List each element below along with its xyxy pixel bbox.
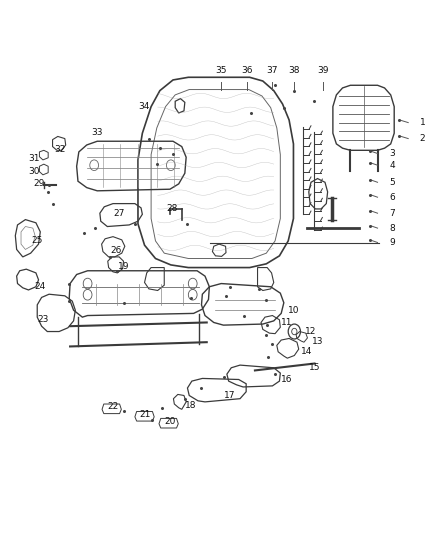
Text: 27: 27 bbox=[113, 209, 125, 217]
Text: 16: 16 bbox=[281, 375, 293, 384]
Text: 1: 1 bbox=[420, 118, 426, 127]
Text: 32: 32 bbox=[55, 145, 66, 154]
Text: 8: 8 bbox=[389, 224, 395, 232]
Text: 12: 12 bbox=[305, 327, 317, 336]
Text: 5: 5 bbox=[389, 178, 395, 187]
Text: 28: 28 bbox=[166, 205, 177, 213]
Text: 3: 3 bbox=[389, 149, 395, 158]
Text: 13: 13 bbox=[312, 337, 323, 345]
Text: 7: 7 bbox=[389, 209, 395, 217]
Text: 22: 22 bbox=[107, 402, 119, 410]
Text: 11: 11 bbox=[281, 318, 293, 327]
Text: 23: 23 bbox=[37, 316, 49, 324]
Text: 25: 25 bbox=[32, 237, 43, 245]
Text: 37: 37 bbox=[266, 66, 277, 75]
Text: 33: 33 bbox=[92, 128, 103, 136]
Text: 38: 38 bbox=[289, 66, 300, 75]
Text: 4: 4 bbox=[389, 161, 395, 169]
Text: 20: 20 bbox=[164, 417, 176, 425]
Text: 26: 26 bbox=[110, 246, 122, 255]
Text: 18: 18 bbox=[185, 401, 196, 409]
Text: 24: 24 bbox=[35, 282, 46, 291]
Text: 35: 35 bbox=[215, 66, 227, 75]
Text: 39: 39 bbox=[318, 66, 329, 75]
Text: 9: 9 bbox=[389, 238, 395, 247]
Text: 19: 19 bbox=[118, 262, 129, 271]
Text: 31: 31 bbox=[28, 155, 40, 163]
Text: 30: 30 bbox=[28, 167, 40, 176]
Text: 2: 2 bbox=[420, 134, 425, 143]
Text: 6: 6 bbox=[389, 193, 395, 201]
Text: 17: 17 bbox=[224, 391, 236, 400]
Text: 34: 34 bbox=[138, 102, 149, 111]
Text: 14: 14 bbox=[301, 348, 312, 356]
Text: 10: 10 bbox=[288, 306, 299, 314]
Text: 21: 21 bbox=[140, 410, 151, 419]
Text: 36: 36 bbox=[242, 66, 253, 75]
Text: 15: 15 bbox=[309, 364, 320, 372]
Text: 29: 29 bbox=[34, 180, 45, 188]
